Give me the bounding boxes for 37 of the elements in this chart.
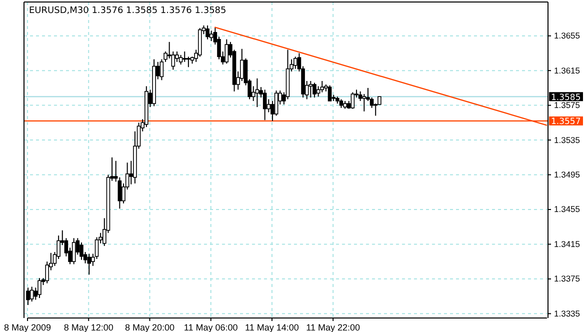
candlestick bbox=[262, 89, 267, 121]
candlestick bbox=[328, 84, 332, 102]
y-tick-label: 1.3575 bbox=[554, 100, 580, 110]
x-tick-label: 8 May 12:00 bbox=[64, 322, 114, 332]
candlestick bbox=[178, 54, 183, 66]
candlestick bbox=[320, 80, 324, 93]
candlestick bbox=[38, 278, 42, 299]
text: EURUSD,M30 1.3576 1.3585 1.3576 1.3585 bbox=[29, 6, 226, 16]
candlestick bbox=[350, 92, 355, 110]
candlestick bbox=[175, 50, 179, 62]
candlestick bbox=[87, 253, 92, 276]
candlestick bbox=[72, 238, 76, 265]
y-tick-label: 1.3615 bbox=[554, 65, 580, 76]
candlestick bbox=[312, 82, 316, 98]
candlestick bbox=[224, 38, 229, 64]
y-tick-label: 1.3415 bbox=[554, 238, 580, 249]
candlestick bbox=[80, 242, 84, 260]
candlestick bbox=[206, 24, 210, 40]
x-tick-label: 11 May 06:00 bbox=[184, 322, 238, 332]
ref-line-label: 1.3585 bbox=[551, 92, 581, 103]
candlestick bbox=[308, 80, 313, 98]
y-tick-label: 1.3495 bbox=[554, 169, 580, 180]
x-tick-label: 11 May 14:00 bbox=[245, 322, 299, 332]
y-tick-label: 1.3335 bbox=[554, 308, 580, 318]
y-tick-label: 1.3375 bbox=[554, 274, 580, 284]
ref-line-label: 1.3557 bbox=[551, 117, 581, 128]
x-tick-label: 8 May 20:00 bbox=[124, 322, 174, 332]
candlestick bbox=[182, 50, 187, 62]
candlestick bbox=[255, 78, 260, 108]
candlestick bbox=[293, 56, 298, 70]
candlestick bbox=[30, 286, 34, 302]
y-tick-label: 1.3535 bbox=[554, 134, 580, 145]
x-tick-label: 8 May 2009 bbox=[4, 322, 52, 332]
x-tick-label: 11 May 22:00 bbox=[306, 322, 360, 332]
y-tick-label: 1.3455 bbox=[554, 204, 580, 214]
y-tick-label: 1.3655 bbox=[554, 30, 580, 41]
candlestick bbox=[186, 56, 190, 68]
